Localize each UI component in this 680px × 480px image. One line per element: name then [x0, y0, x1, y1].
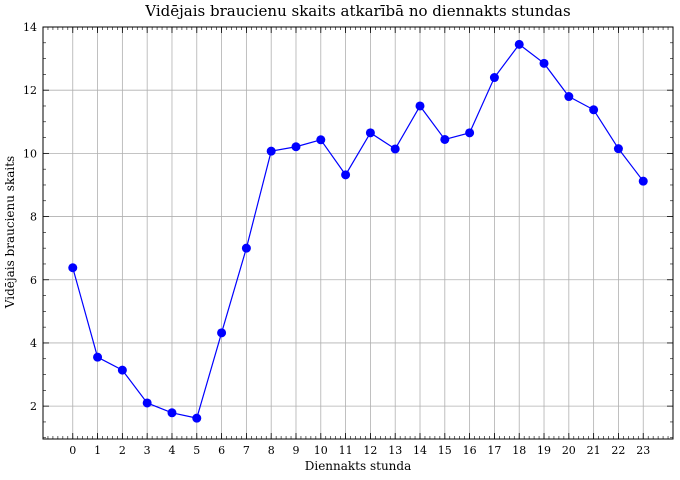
data-point — [68, 263, 78, 273]
data-point — [93, 352, 103, 362]
data-point — [142, 398, 152, 408]
x-tick-label: 14 — [413, 444, 427, 457]
grid — [43, 26, 673, 439]
x-tick-label: 8 — [268, 444, 275, 457]
axes: 0 1 2 3 4 5 6 7 8 9 10 11 12 13 14 15 16 17 18 19 20 21 22 2324… — [23, 21, 674, 457]
data-point — [291, 142, 301, 152]
x-tick-label: 23 — [636, 444, 650, 457]
data-point — [514, 39, 524, 49]
x-tick-label: 0 — [69, 444, 76, 457]
data-point — [465, 128, 475, 138]
y-tick-label: 10 — [23, 147, 37, 160]
data-point — [365, 128, 375, 138]
x-tick-label: 2 — [119, 444, 126, 457]
x-tick-label: 5 — [193, 444, 200, 457]
x-tick-label: 22 — [611, 444, 625, 457]
x-tick-label: 21 — [587, 444, 601, 457]
data-point — [217, 328, 227, 338]
x-tick-label: 10 — [314, 444, 328, 457]
data-point — [638, 176, 648, 186]
x-tick-label: 15 — [438, 444, 452, 457]
data-point — [192, 413, 202, 423]
x-tick-label: 9 — [292, 444, 299, 457]
x-tick-label: 4 — [168, 444, 175, 457]
y-tick-label: 2 — [30, 400, 37, 413]
x-tick-label: 19 — [537, 444, 551, 457]
x-tick-label: 1 — [94, 444, 101, 457]
data-point — [489, 73, 499, 83]
x-tick-label: 18 — [512, 444, 526, 457]
data-point — [589, 105, 599, 115]
data-point — [266, 146, 276, 156]
data-point — [390, 144, 400, 154]
y-tick-label: 8 — [30, 211, 37, 224]
y-tick-label: 4 — [30, 337, 37, 350]
data-point — [613, 144, 623, 154]
x-tick-label: 16 — [463, 444, 477, 457]
x-tick-label: 13 — [388, 444, 402, 457]
x-tick-label: 7 — [243, 444, 250, 457]
plot-frame — [42, 26, 674, 440]
series-layer — [68, 39, 648, 423]
x-tick-label: 3 — [144, 444, 151, 457]
x-tick-label: 20 — [562, 444, 576, 457]
x-tick-label: 17 — [487, 444, 501, 457]
data-point — [167, 408, 177, 418]
data-point — [117, 365, 127, 375]
y-tick-label: 14 — [23, 21, 37, 34]
x-axis-label: Diennakts stunda — [305, 459, 412, 473]
x-tick-label: 12 — [363, 444, 377, 457]
data-point — [440, 134, 450, 144]
series-line — [72, 43, 644, 419]
chart-title: Vidējais braucienu skaits atkarībā no di… — [144, 2, 570, 20]
x-tick-label: 11 — [339, 444, 353, 457]
data-point — [415, 101, 425, 111]
data-point — [539, 58, 549, 68]
y-tick-label: 6 — [30, 274, 37, 287]
data-point — [341, 170, 351, 180]
x-tick-label: 6 — [218, 444, 225, 457]
data-point — [316, 135, 326, 145]
data-point — [564, 92, 574, 102]
data-point — [241, 243, 251, 253]
y-axis-label: Vidējais braucienu skaits — [3, 156, 17, 309]
y-tick-label: 12 — [23, 84, 37, 97]
